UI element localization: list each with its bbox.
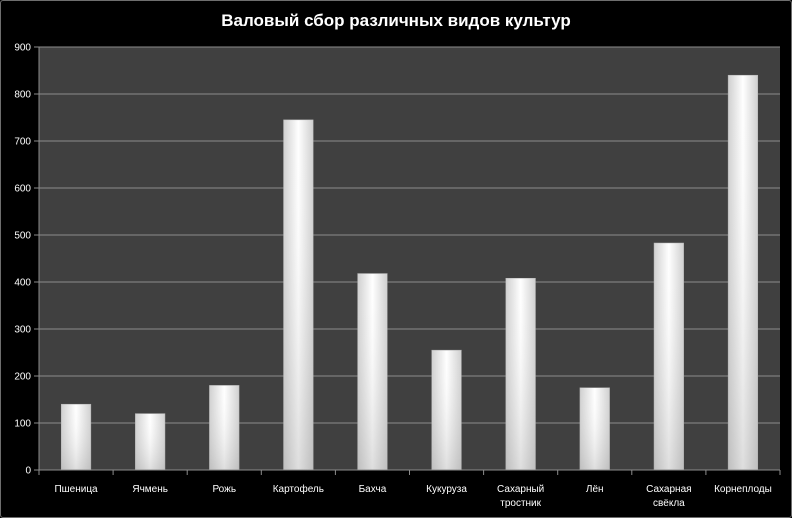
x-tick-label: свёкла (653, 498, 685, 509)
x-tick-label: Корнеплоды (714, 484, 772, 495)
bar-shade (728, 75, 758, 470)
bar (209, 385, 240, 471)
bar-shade (505, 278, 536, 470)
bar (135, 413, 166, 471)
chart-title: Валовый сбор различных видов культур (221, 11, 571, 30)
bar-shade (654, 242, 684, 470)
bar-shade (209, 385, 240, 470)
bar-shade (283, 119, 314, 470)
bar (727, 74, 759, 471)
bar-shade (431, 350, 462, 470)
x-tick-label: Сахарная (646, 484, 691, 495)
bar (283, 119, 314, 471)
y-tick-label: 300 (14, 325, 31, 336)
y-tick-label: 600 (14, 184, 31, 195)
x-tick-label: Рожь (212, 484, 236, 495)
x-tick-label: Лён (586, 484, 604, 495)
y-tick-label: 800 (14, 90, 31, 101)
x-tick-label: Кукуруза (426, 484, 467, 495)
bars (60, 74, 759, 471)
x-axis: Пшеница Ячмень Рожь Картофель Бахча Кукуруза С… (38, 469, 781, 509)
y-tick-label: 0 (25, 466, 31, 477)
x-tick-label: Ячмень (132, 484, 168, 495)
bar (357, 273, 388, 471)
bar-shade (357, 273, 388, 470)
bar (431, 349, 462, 471)
x-tick-label: Бахча (359, 484, 387, 495)
y-tick-label: 400 (14, 278, 31, 289)
bar (579, 387, 610, 471)
bar (60, 403, 92, 471)
y-tick-label: 200 (14, 372, 31, 383)
bar (505, 277, 536, 471)
y-tick-label: 900 (14, 43, 31, 54)
x-tick-label: Сахарный (497, 484, 544, 495)
bar-shade (61, 404, 91, 470)
x-tick-label: Пшеница (54, 484, 98, 495)
x-tick-label: тростник (500, 498, 541, 509)
bar-shade (135, 413, 165, 470)
bar (653, 242, 684, 471)
y-tick-label: 700 (14, 137, 31, 148)
bar-shade (579, 387, 610, 470)
y-axis: 0 100 200 300 400 500 600 700 800 900 (14, 43, 40, 477)
x-tick-label: Картофель (273, 483, 324, 495)
y-tick-label: 100 (14, 419, 31, 430)
y-tick-label: 500 (14, 231, 31, 242)
